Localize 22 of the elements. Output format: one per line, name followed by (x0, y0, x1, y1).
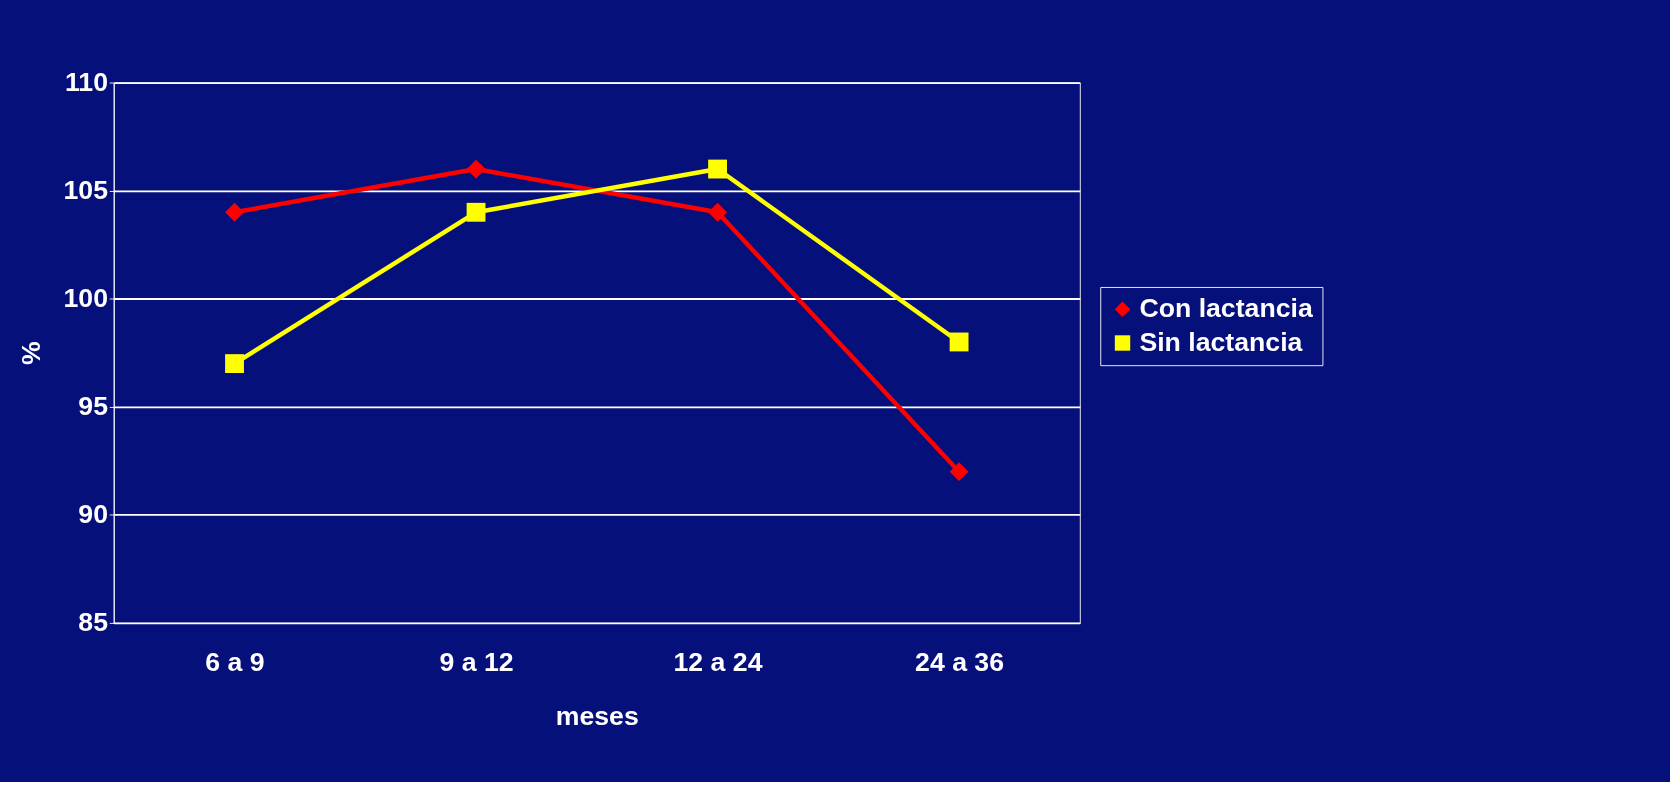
x-tick-label: 12 a 24 (673, 647, 763, 678)
y-tick-label: 110 (64, 67, 108, 98)
y-tick-label: 90 (78, 499, 108, 530)
point (225, 202, 244, 222)
y-tick-label: 105 (63, 175, 109, 206)
y-axis-title: % (16, 341, 47, 366)
legend-label: Con lactancia (1139, 293, 1313, 324)
legend-label: Sin lactancia (1139, 327, 1303, 358)
y-tick-label: 95 (78, 391, 109, 422)
y-tick-label: 100 (63, 283, 108, 314)
x-axis-title: meses (555, 700, 639, 731)
point (949, 462, 969, 482)
point (225, 354, 244, 374)
point (466, 202, 486, 222)
point (466, 159, 486, 179)
y-tick-label: 85 (78, 607, 109, 638)
x-tick-label: 9 a 12 (439, 647, 514, 678)
point (949, 332, 969, 352)
point (708, 202, 727, 222)
point (708, 159, 727, 179)
x-tick-label: 6 a 9 (205, 647, 265, 678)
x-tick-label: 24 a 36 (915, 647, 1005, 678)
